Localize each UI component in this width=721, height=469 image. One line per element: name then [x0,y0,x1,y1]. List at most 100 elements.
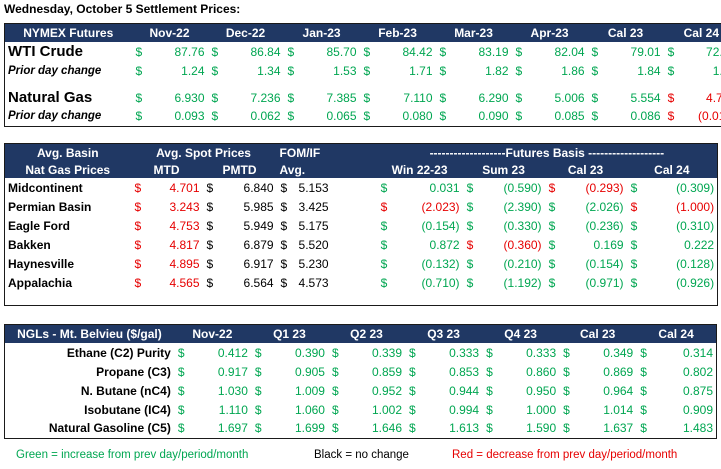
ngl-price-value: 1.060 [294,402,325,417]
ngl-price-value: 1.009 [294,383,325,398]
price-value: 6.290 [478,90,509,105]
ngl-row: Ethane (C2) Purity $0.412 $0.390 $0.339 $0.3… [5,343,717,362]
currency-symbol: $ [466,256,474,271]
currency-symbol: $ [486,383,493,398]
basin-name: Eagle Ford [8,218,71,233]
currency-symbol: $ [280,180,288,195]
currency-symbol: $ [667,44,675,59]
pmtd-value: 6.840 [243,180,274,195]
basis-value: (0.309) [676,180,715,195]
currency-symbol: $ [548,256,556,271]
basis-value: (0.971) [585,275,624,290]
basin-row: Appalachia $4.565 $6.564 $4.573 $ (0.710) $ (1.… [5,273,718,292]
sum-header: Sum 23 [462,161,545,178]
currency-symbol: $ [211,63,219,78]
currency-symbol: $ [548,275,556,290]
ngl-price-value: 0.952 [372,383,403,398]
currency-symbol: $ [331,345,339,360]
price-value: 0.065 [326,109,357,124]
currency-symbol: $ [466,218,474,233]
price-value: 85.70 [326,44,357,59]
currency-symbol: $ [287,63,295,78]
nymex-column-header: Cal 24 [663,23,721,42]
price-value: 5.554 [630,90,661,105]
ngl-header-row: NGLs - Mt. Belvieu ($/gal) Nov-22 Q1 23 Q2… [4,324,717,343]
ngl-row: Natural Gasoline (C5) $1.697 $1.699 $1.646 $… [5,419,717,438]
basis-value: (0.293) [585,180,624,195]
ngl-product-name: Ethane (C2) Purity [66,345,171,360]
wti-prior-change-row: Prior day change $1.24 $1.34 $1.53 $1.71 $1.8… [5,61,721,80]
price-value: 0.085 [554,109,585,124]
futures-basis-header: -------------------Futures Basis -------… [376,143,718,161]
nymex-column-header: Dec-22 [207,23,284,42]
currency-symbol: $ [254,345,262,360]
basis-value: (0.710) [421,275,460,290]
currency-symbol: $ [591,90,599,105]
currency-symbol: $ [515,44,523,59]
basis-value: (0.154) [421,218,460,233]
currency-symbol: $ [206,218,214,233]
currency-symbol: $ [640,345,647,360]
basis-value: (1.192) [503,275,542,290]
ngl-price-value: 1.590 [526,421,557,436]
currency-symbol: $ [486,364,493,379]
price-value: 79.01 [630,44,661,59]
currency-symbol: $ [630,218,638,233]
nymex-column-header: Cal 23 [587,23,664,42]
currency-symbol: $ [177,364,185,379]
report-title: Wednesday, October 5 Settlement Prices: [4,2,241,16]
currency-symbol: $ [280,218,288,233]
currency-symbol: $ [548,218,556,233]
basin-name: Appalachia [8,275,73,290]
currency-symbol: $ [640,402,647,417]
currency-symbol: $ [409,402,416,417]
mtd-value: 4.565 [169,275,200,290]
ngl-product-name: Isobutane (IC4) [84,402,171,417]
price-value: 1.84 [637,63,661,78]
basis-value: (2.026) [585,199,624,214]
currency-symbol: $ [287,109,295,124]
currency-symbol: $ [486,402,493,417]
price-value: 86.84 [250,44,281,59]
currency-symbol: $ [134,199,142,214]
currency-symbol: $ [134,180,142,195]
currency-symbol: $ [280,237,288,252]
ngl-price-value: 0.905 [294,364,325,379]
nymex-header-label: NYMEX Futures [4,23,132,42]
price-value: 6.930 [174,90,205,105]
pmtd-value: 6.917 [243,256,274,271]
currency-symbol: $ [548,237,556,252]
currency-symbol: $ [563,402,570,417]
basis-value: (2.390) [503,199,542,214]
basin-row: Midcontinent $4.701 $6.840 $5.153 $0.031 $ (0.… [5,178,718,197]
fom-value: 5.175 [298,218,329,233]
mtd-value: 4.817 [169,237,200,252]
ngl-price-value: 0.944 [449,383,480,398]
price-value: 0.093 [174,109,205,124]
currency-symbol: $ [211,109,219,124]
currency-symbol: $ [667,109,675,124]
currency-symbol: $ [640,383,647,398]
currency-symbol: $ [134,256,142,271]
wti-crude-row: WTI Crude $87.76 $86.84 $85.70 $84.42 $83.19 $… [5,42,721,61]
currency-symbol: $ [363,63,371,78]
currency-symbol: $ [667,63,675,78]
basis-value: (0.236) [585,218,624,233]
ngl-price-value: 0.909 [682,402,713,417]
currency-symbol: $ [134,218,142,233]
basin-name: Permian Basin [8,199,92,214]
currency-symbol: $ [640,421,647,436]
ngl-product-name: Natural Gasoline (C5) [48,421,171,436]
currency-symbol: $ [331,364,339,379]
price-value: 1.82 [485,63,509,78]
currency-symbol: $ [466,199,474,214]
mtd-value: 4.895 [169,256,200,271]
ngl-price-value: 0.339 [372,345,403,360]
price-value: 0.062 [250,109,281,124]
currency-symbol: $ [363,44,371,59]
price-value: 1.71 [409,63,433,78]
currency-symbol: $ [287,44,295,59]
currency-symbol: $ [439,44,447,59]
ngl-price-value: 0.875 [682,383,713,398]
nymex-column-header: Feb-23 [359,23,436,42]
